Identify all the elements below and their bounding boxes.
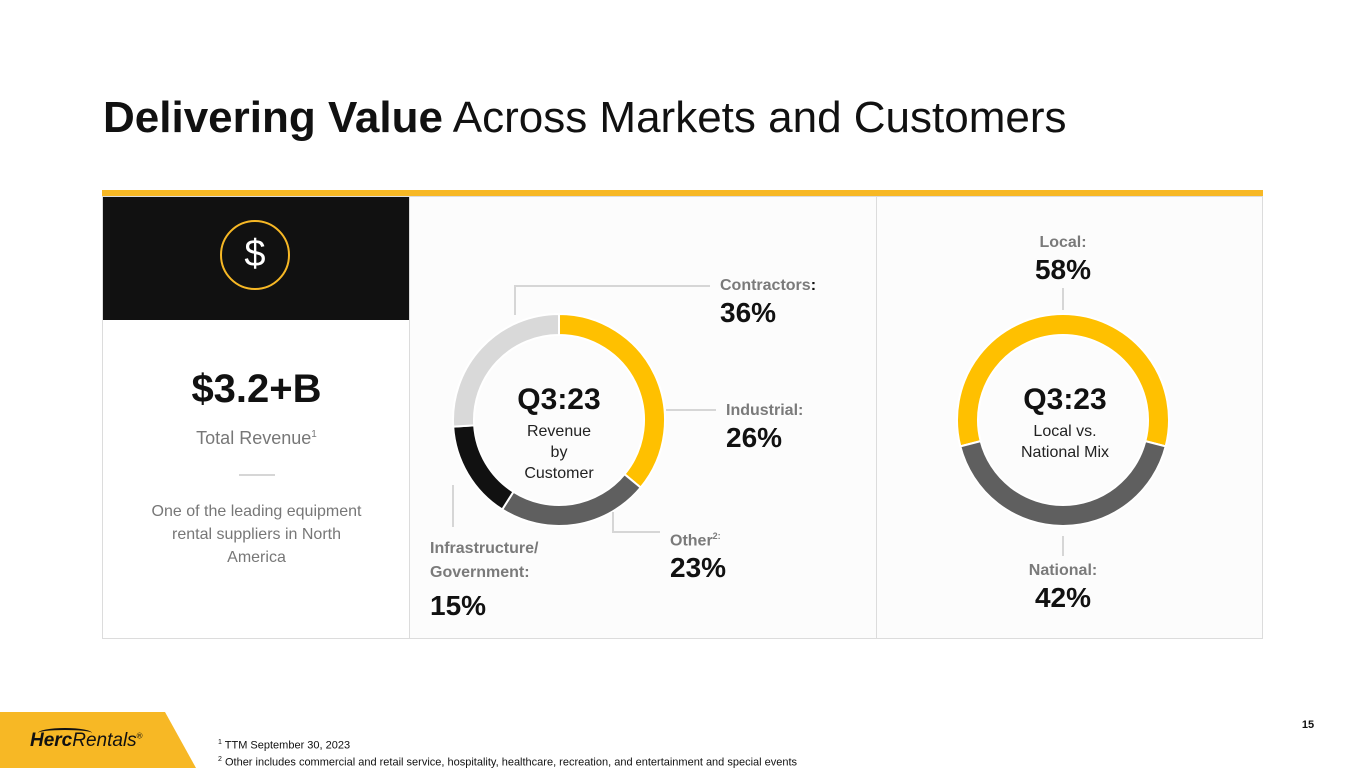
footnote-ref-1: 1	[311, 429, 317, 440]
revenue-panel: $ $3.2+B Total Revenue1 One of the leadi…	[102, 196, 410, 639]
value-other: 23%	[670, 552, 727, 584]
total-revenue-label: Total Revenue1	[103, 428, 410, 449]
total-revenue-label-text: Total Revenue	[196, 428, 312, 448]
footer-logo-bar	[0, 712, 196, 768]
dollar-icon: $	[220, 220, 290, 290]
logo-regular: Rentals	[72, 730, 137, 751]
herc-rentals-logo: HercRentals®	[30, 730, 143, 752]
page-title-bold: Delivering Value	[103, 93, 443, 142]
footnote-2-text: Other includes commercial and retail ser…	[221, 756, 798, 769]
donut2-center: Q3:23 Local vs. National Mix	[985, 383, 1145, 463]
value-infrastructure: 15%	[430, 590, 487, 621]
footnote-2-num: 2	[218, 755, 222, 763]
label-national-name: National:	[1028, 562, 1098, 579]
donut2-center-title: Q3:23	[1023, 383, 1107, 416]
label-contractors-name: Contractors:	[720, 274, 816, 298]
footnote-1-text: TTM September 30, 2023	[221, 739, 351, 752]
footnotes: 1 TTM September 30, 2023 2 Other include…	[218, 736, 797, 769]
logo-mark: ®	[136, 731, 143, 741]
value-local: 58%	[1034, 254, 1092, 285]
divider	[239, 474, 275, 476]
value-contractors: 36%	[720, 297, 777, 328]
label-other: Other2: 23%	[670, 524, 726, 583]
accent-bar	[102, 190, 1263, 196]
donut1-center-subtitle: Revenue by Customer	[524, 423, 594, 482]
label-contractors-text: Contractors	[720, 277, 811, 294]
footnote-1-num: 1	[218, 739, 222, 746]
revenue-icon-header: $	[103, 197, 410, 320]
label-infrastructure: Infrastructure/ Government: 15%	[430, 537, 560, 621]
page-title-regular: Across Markets and Customers	[442, 93, 1067, 142]
page-number: 15	[1301, 719, 1315, 731]
logo-bold: Herc	[30, 730, 73, 751]
total-revenue-value: $3.2+B	[191, 367, 322, 411]
footnote-ref-2: 2:	[712, 531, 721, 541]
label-contractors: Contractors: 36%	[720, 274, 816, 328]
revenue-description: One of the leading equipment rental supp…	[151, 503, 362, 566]
value-industrial: 26%	[726, 422, 783, 453]
label-other-text: Other	[670, 532, 713, 550]
label-national: National: 42%	[1013, 559, 1113, 613]
label-other-name: Other2:	[670, 524, 726, 553]
donut2-center-subtitle: Local vs. National Mix	[1020, 423, 1110, 461]
label-infrastructure-name: Infrastructure/ Government:	[430, 540, 539, 581]
label-industrial: Industrial: 26%	[726, 399, 803, 453]
label-industrial-name: Industrial:	[726, 402, 804, 419]
donut1-center: Q3:23 Revenue by Customer	[479, 383, 639, 484]
label-contractors-suffix: :	[810, 277, 817, 294]
donut1-center-title: Q3:23	[517, 383, 601, 416]
footnote-2: 2 Other includes commercial and retail s…	[218, 753, 797, 769]
label-local: Local: 58%	[1013, 231, 1113, 285]
page-title: Delivering Value Across Markets and Cust…	[103, 93, 1066, 143]
label-local-name: Local:	[1039, 234, 1087, 251]
value-national: 42%	[1034, 582, 1092, 613]
logo-swoosh	[38, 728, 92, 738]
footnote-1: 1 TTM September 30, 2023	[218, 736, 797, 753]
